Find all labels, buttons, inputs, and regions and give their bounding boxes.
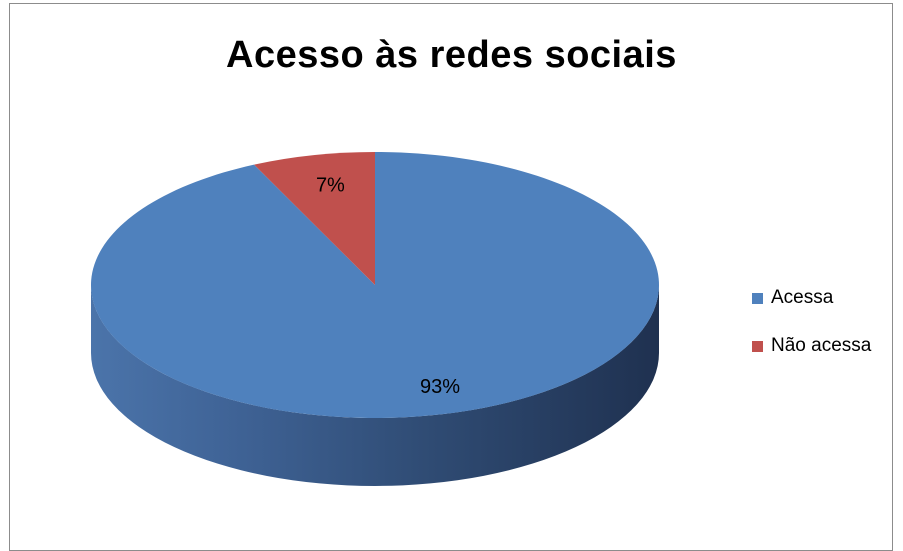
legend-label-acessa: Acessa [771, 287, 834, 308]
pie-slice-nao-acessa [254, 152, 375, 285]
legend: Acessa Não acessa [752, 284, 871, 380]
data-label-acessa: 93% [420, 376, 460, 398]
legend-swatch-nao-acessa [752, 340, 763, 352]
chart-title: Acesso às redes sociais [226, 34, 677, 76]
legend-item-nao-acessa: Não acessa [752, 332, 871, 360]
pie-side [91, 285, 659, 486]
legend-item-acessa: Acessa [752, 284, 871, 312]
legend-swatch-acessa [752, 292, 763, 304]
data-label-nao-acessa: 7% [316, 175, 345, 197]
legend-label-nao-acessa: Não acessa [771, 335, 872, 356]
